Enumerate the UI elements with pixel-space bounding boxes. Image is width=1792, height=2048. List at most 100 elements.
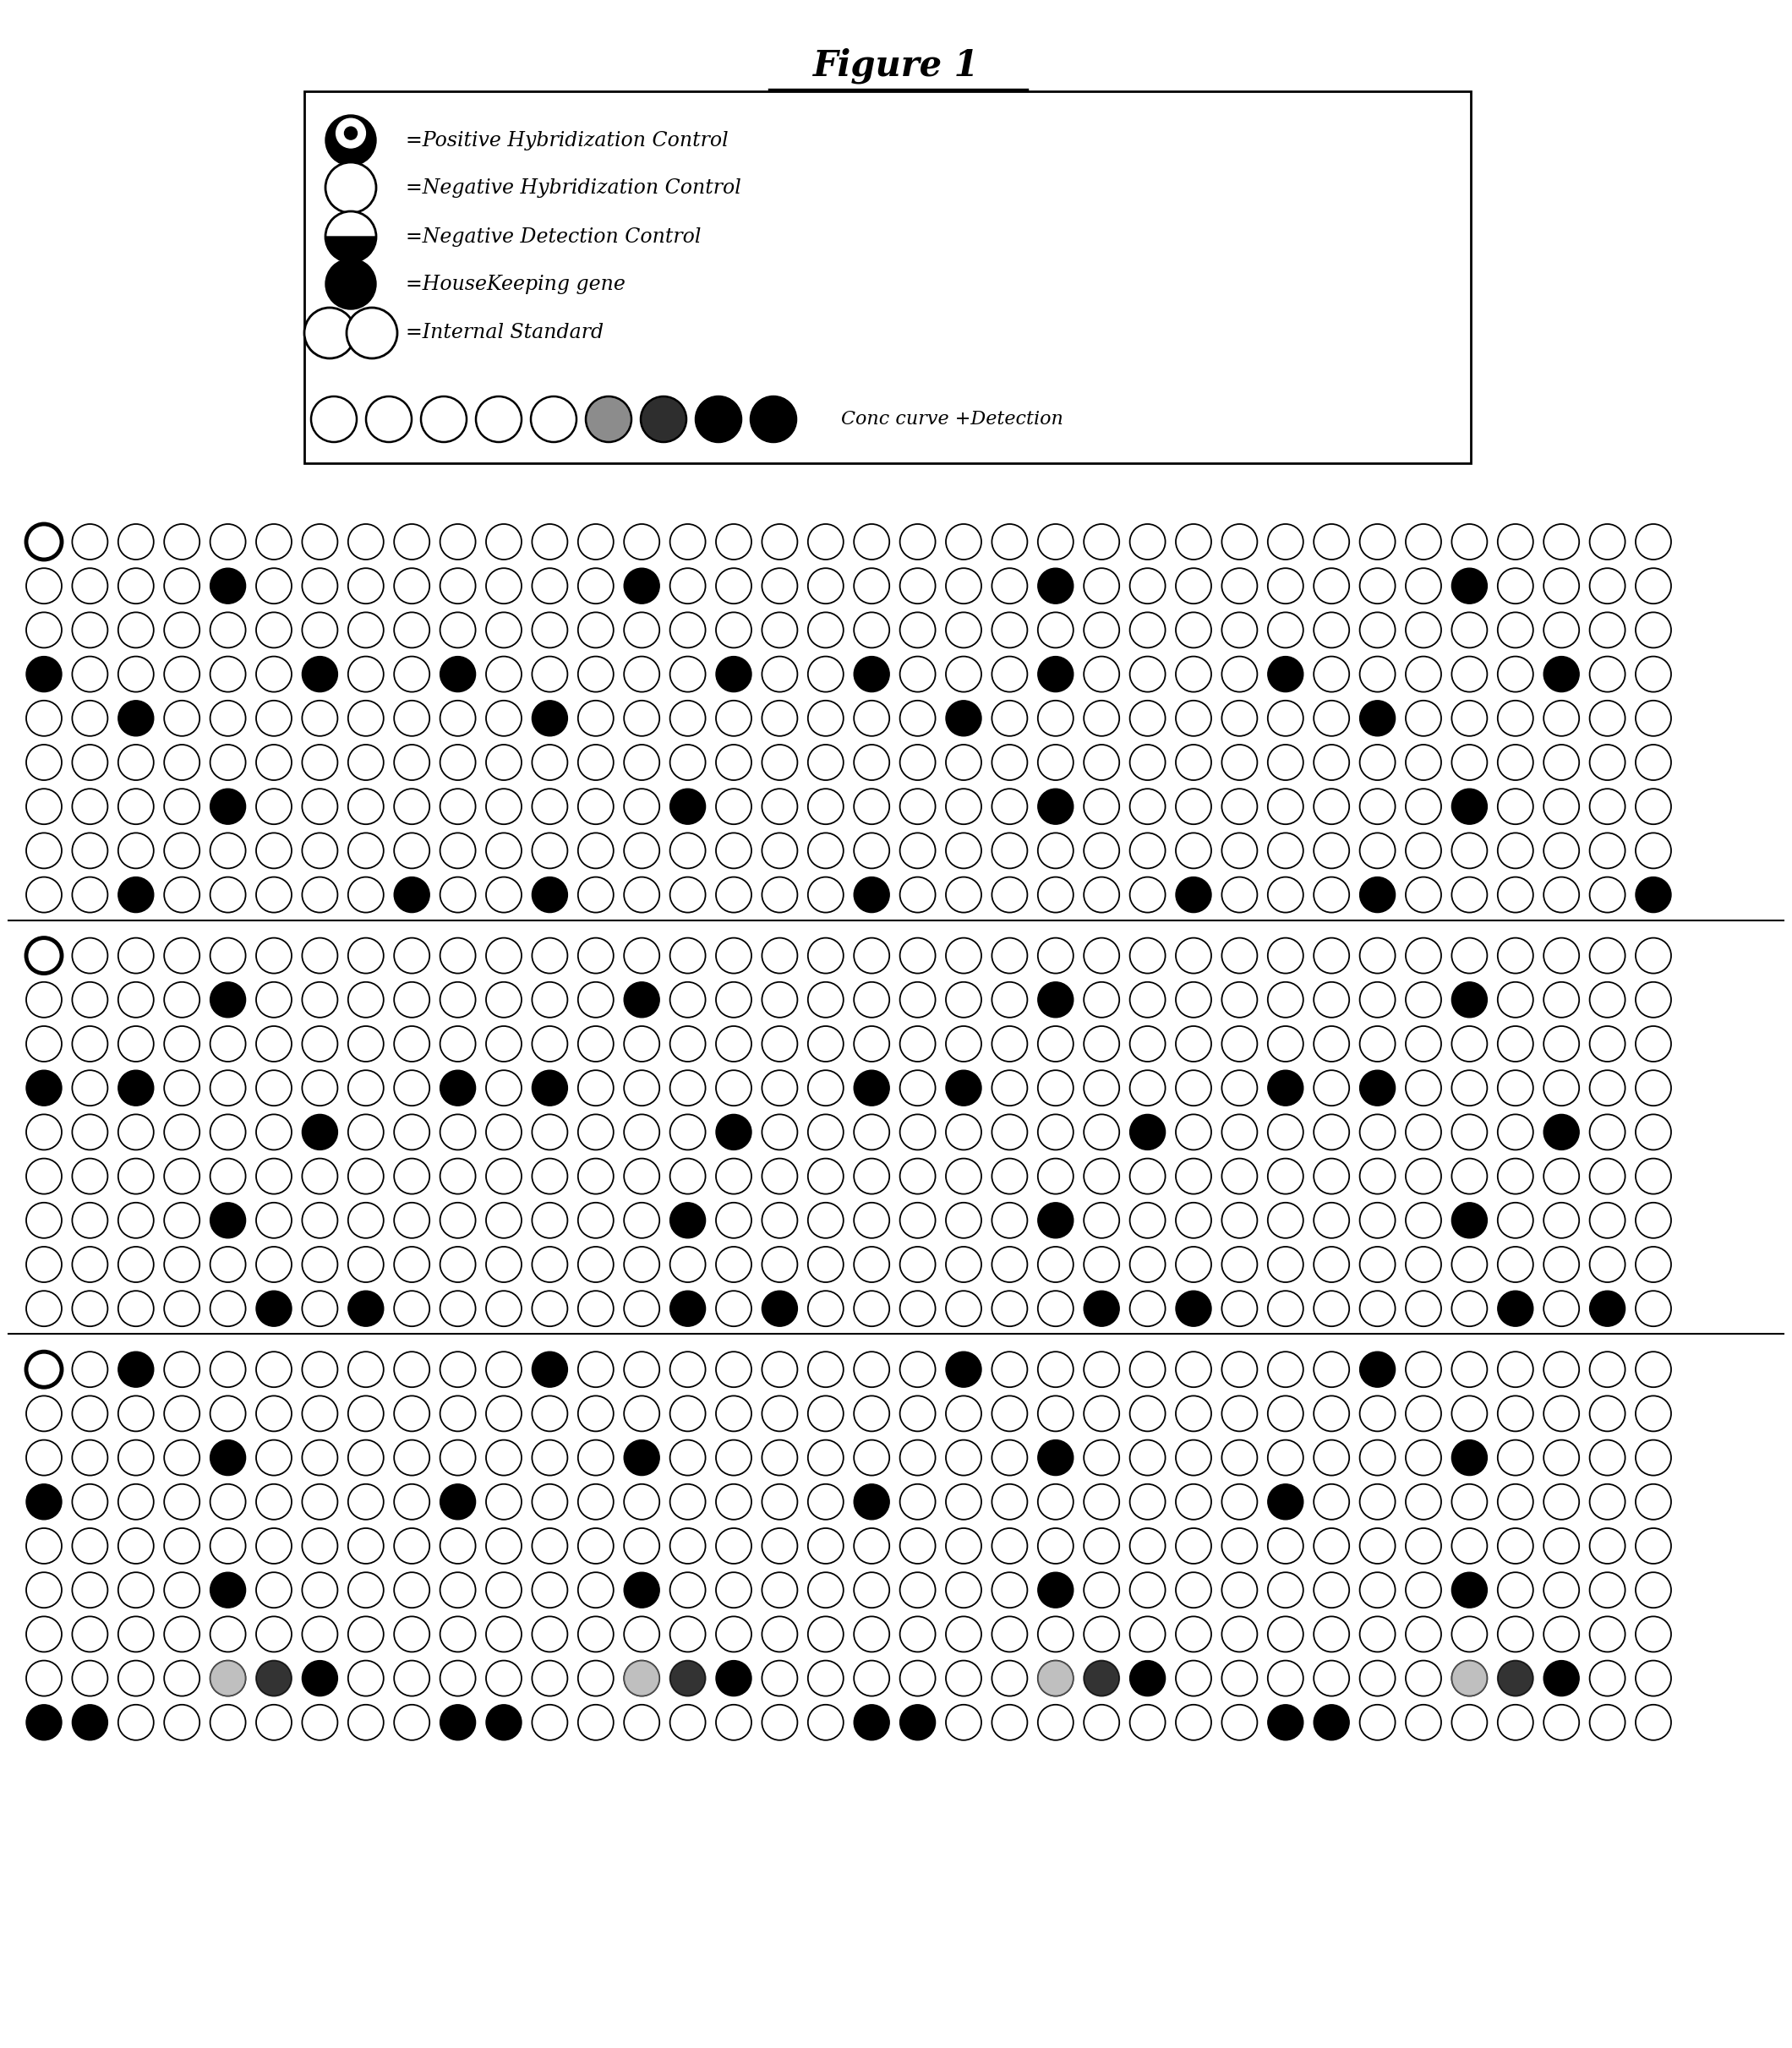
- Circle shape: [72, 567, 108, 604]
- Circle shape: [394, 1573, 430, 1608]
- Text: =Internal Standard: =Internal Standard: [405, 324, 604, 342]
- Circle shape: [762, 1159, 797, 1194]
- Circle shape: [1176, 1485, 1211, 1520]
- Circle shape: [394, 524, 430, 559]
- Circle shape: [1636, 745, 1672, 780]
- Circle shape: [991, 1071, 1027, 1106]
- Circle shape: [27, 1159, 61, 1194]
- Circle shape: [946, 1440, 982, 1475]
- Circle shape: [946, 524, 982, 559]
- Circle shape: [717, 1704, 751, 1741]
- Circle shape: [1222, 1485, 1258, 1520]
- Circle shape: [72, 1704, 108, 1741]
- Circle shape: [991, 1573, 1027, 1608]
- Circle shape: [717, 1573, 751, 1608]
- Circle shape: [532, 938, 568, 973]
- Circle shape: [210, 877, 246, 913]
- Circle shape: [717, 1290, 751, 1327]
- Circle shape: [1498, 1114, 1534, 1149]
- Circle shape: [312, 397, 357, 442]
- Circle shape: [1636, 981, 1672, 1018]
- Circle shape: [1038, 834, 1073, 868]
- Circle shape: [1129, 1528, 1165, 1565]
- Circle shape: [946, 1528, 982, 1565]
- Circle shape: [900, 788, 935, 823]
- Circle shape: [348, 1616, 383, 1653]
- Circle shape: [1222, 524, 1258, 559]
- Circle shape: [1636, 877, 1672, 913]
- Circle shape: [165, 1704, 199, 1741]
- Circle shape: [762, 1397, 797, 1432]
- Circle shape: [624, 938, 659, 973]
- Circle shape: [1038, 938, 1073, 973]
- Circle shape: [210, 612, 246, 647]
- Circle shape: [1176, 1528, 1211, 1565]
- Circle shape: [1314, 1661, 1349, 1696]
- Circle shape: [256, 1573, 292, 1608]
- Circle shape: [165, 1159, 199, 1194]
- Circle shape: [1452, 612, 1487, 647]
- Circle shape: [762, 1290, 797, 1327]
- Circle shape: [72, 1661, 108, 1696]
- Circle shape: [486, 1704, 521, 1741]
- Circle shape: [1452, 1661, 1487, 1696]
- Circle shape: [348, 938, 383, 973]
- Circle shape: [486, 1290, 521, 1327]
- Circle shape: [210, 1528, 246, 1565]
- Circle shape: [624, 1440, 659, 1475]
- Circle shape: [717, 1661, 751, 1696]
- Circle shape: [1314, 1026, 1349, 1061]
- Circle shape: [1222, 1440, 1258, 1475]
- Circle shape: [27, 1616, 61, 1653]
- Circle shape: [346, 307, 398, 358]
- Circle shape: [118, 788, 154, 823]
- Circle shape: [1360, 700, 1396, 735]
- Circle shape: [1543, 657, 1579, 692]
- Circle shape: [1590, 1616, 1625, 1653]
- Circle shape: [670, 745, 706, 780]
- Circle shape: [1360, 1026, 1396, 1061]
- Circle shape: [210, 1247, 246, 1282]
- Circle shape: [165, 1485, 199, 1520]
- Circle shape: [900, 1485, 935, 1520]
- Circle shape: [72, 1159, 108, 1194]
- Circle shape: [1405, 1352, 1441, 1386]
- Circle shape: [532, 877, 568, 913]
- Circle shape: [670, 567, 706, 604]
- Circle shape: [1084, 1528, 1120, 1565]
- Circle shape: [486, 1661, 521, 1696]
- Circle shape: [118, 1247, 154, 1282]
- Circle shape: [1636, 1440, 1672, 1475]
- Circle shape: [1129, 1159, 1165, 1194]
- Circle shape: [1590, 1290, 1625, 1327]
- Circle shape: [1176, 1661, 1211, 1696]
- Circle shape: [946, 938, 982, 973]
- Circle shape: [1129, 1704, 1165, 1741]
- Circle shape: [991, 1616, 1027, 1653]
- Circle shape: [1452, 1528, 1487, 1565]
- Circle shape: [1405, 834, 1441, 868]
- Circle shape: [1267, 612, 1303, 647]
- Circle shape: [27, 1071, 61, 1106]
- Circle shape: [1038, 1352, 1073, 1386]
- Circle shape: [210, 1202, 246, 1239]
- Circle shape: [256, 1485, 292, 1520]
- Circle shape: [1267, 1661, 1303, 1696]
- Circle shape: [256, 524, 292, 559]
- Circle shape: [1360, 788, 1396, 823]
- Circle shape: [717, 1159, 751, 1194]
- Circle shape: [1222, 1026, 1258, 1061]
- Circle shape: [210, 1026, 246, 1061]
- Circle shape: [624, 1573, 659, 1608]
- Circle shape: [165, 1528, 199, 1565]
- Circle shape: [303, 938, 337, 973]
- Circle shape: [441, 1440, 475, 1475]
- Circle shape: [118, 524, 154, 559]
- Circle shape: [717, 877, 751, 913]
- Circle shape: [256, 1397, 292, 1432]
- Circle shape: [900, 1616, 935, 1653]
- Circle shape: [717, 1397, 751, 1432]
- Circle shape: [808, 1071, 844, 1106]
- Circle shape: [1360, 1573, 1396, 1608]
- Circle shape: [1084, 1573, 1120, 1608]
